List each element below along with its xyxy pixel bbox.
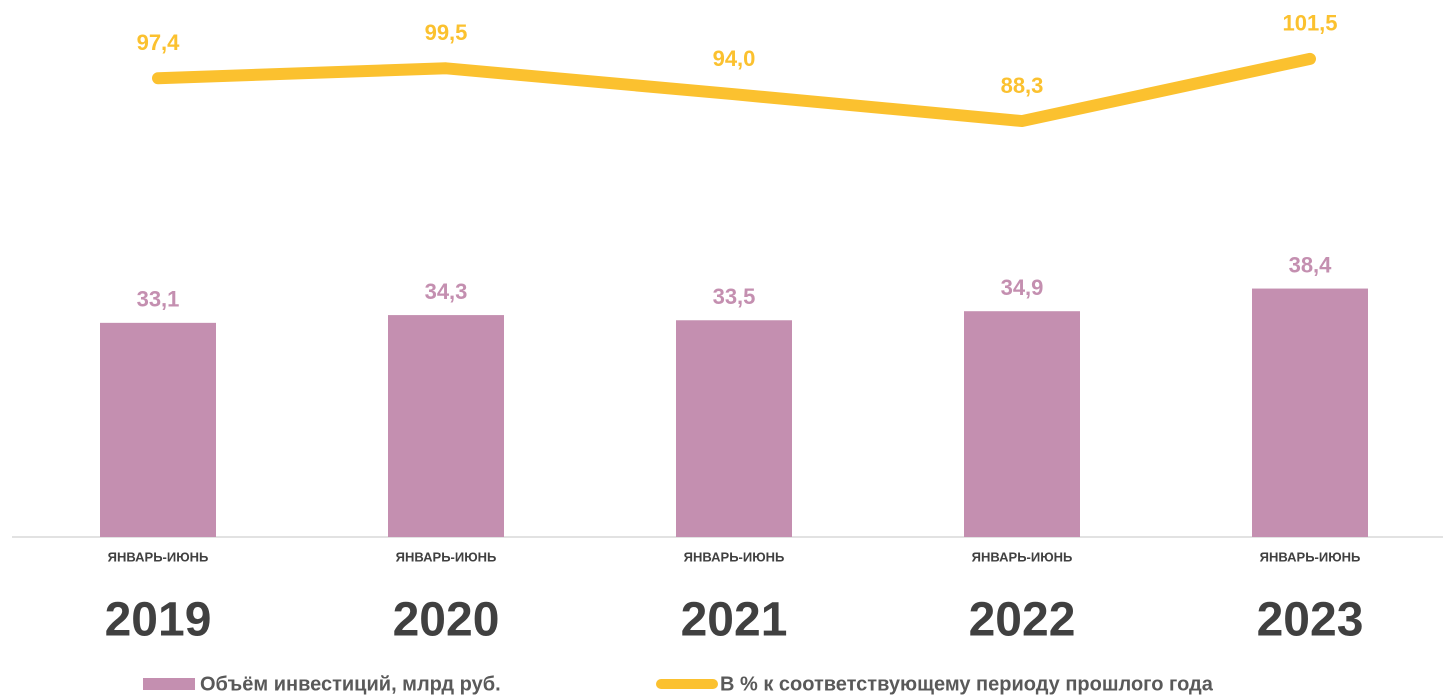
bar-value-label: 38,4 [1289,252,1333,277]
line-value-label: 88,3 [1001,73,1044,98]
line-value-label: 97,4 [137,30,181,55]
bar [676,320,792,537]
bar-value-label: 33,5 [713,284,756,309]
legend-label: Объём инвестиций, млрд руб. [200,673,501,695]
bar [388,315,504,537]
year-label: 2021 [681,594,788,647]
bar-value-label: 34,9 [1001,275,1044,300]
legend-label: В % к соответствующему периоду прошлого … [720,673,1214,695]
year-label: 2020 [393,594,500,647]
line-value-label: 99,5 [425,20,468,45]
line-value-label: 94,0 [713,46,756,71]
year-label: 2019 [105,594,212,647]
bar [100,322,216,537]
bar [964,311,1080,537]
period-label: ЯНВАРЬ-ИЮНЬ [108,549,209,564]
year-label: 2022 [969,594,1076,647]
period-label: ЯНВАРЬ-ИЮНЬ [684,549,785,564]
bar-value-label: 34,3 [425,279,468,304]
line [152,52,1316,128]
period-label: ЯНВАРЬ-ИЮНЬ [396,549,497,564]
line-value-label: 101,5 [1282,11,1337,36]
year-label: 2023 [1257,594,1364,647]
bar-value-label: 33,1 [137,287,180,312]
period-label: ЯНВАРЬ-ИЮНЬ [1260,549,1361,564]
legend-swatch [143,678,195,690]
period-label: ЯНВАРЬ-ИЮНЬ [972,549,1073,564]
bar [1252,288,1368,537]
